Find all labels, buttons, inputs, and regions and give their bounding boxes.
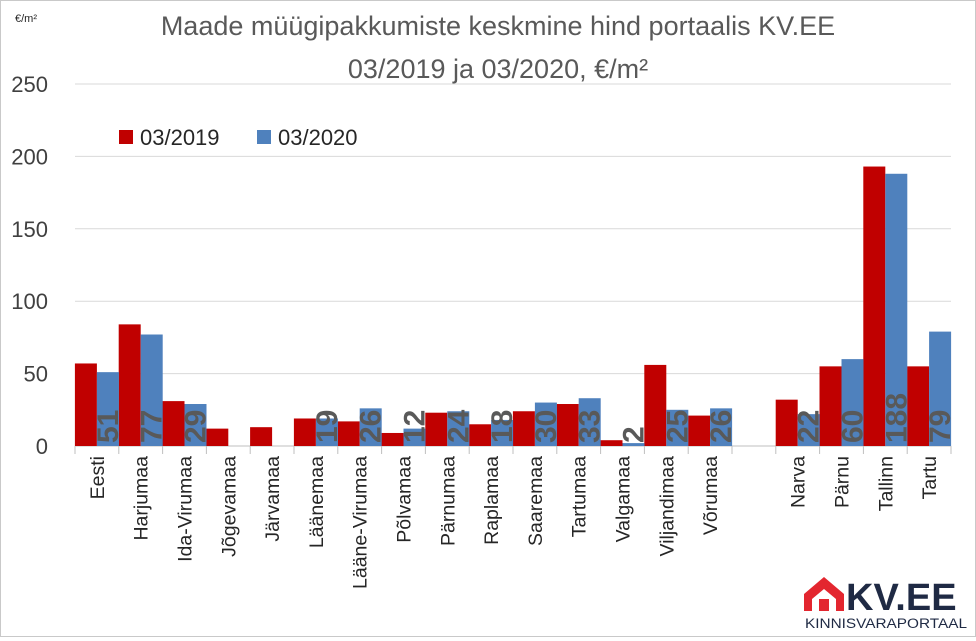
- data-label: 51: [92, 410, 125, 443]
- bar-03/2020: [710, 408, 733, 446]
- data-labels: 51 77 29 19 26 12 24 18 30 33 2 25 26 22 60 188 79: [92, 393, 957, 443]
- bar-03/2019: [293, 418, 316, 446]
- data-label: 33: [574, 410, 607, 443]
- data-label: 79: [924, 410, 957, 443]
- y-tick-label: 250: [11, 72, 48, 97]
- data-label: 12: [399, 410, 432, 443]
- bar-03/2020: [491, 419, 514, 446]
- bar-03/2019: [206, 428, 229, 446]
- bar-03/2019: [118, 324, 141, 446]
- x-category-label: Võrumaa: [700, 456, 722, 535]
- legend-swatch: [119, 130, 133, 144]
- bar-03/2019: [425, 412, 448, 446]
- x-category-label: Raplamaa: [481, 456, 503, 545]
- y-tick-label: 200: [11, 144, 48, 169]
- bar-03/2019: [162, 401, 185, 446]
- bar-03/2019: [863, 166, 886, 446]
- y-tick-label: 50: [24, 362, 48, 387]
- x-category-label: Lääne-Virumaa: [350, 456, 372, 589]
- legend-swatch: [257, 130, 271, 144]
- legend: 03/2019 03/2020: [119, 125, 358, 150]
- bar-03/2019: [381, 432, 404, 446]
- x-category-label: Narva: [788, 456, 810, 508]
- bar-03/2019: [250, 427, 273, 446]
- logo-brand: KV.EE: [846, 577, 957, 619]
- y-tick-label: 0: [36, 434, 48, 459]
- x-category-label: Läänemaa: [306, 456, 328, 548]
- x-axis: Eesti Harjumaa Ida-Virumaa Jõgevamaa Järvama…: [74, 446, 952, 589]
- bar-03/2019: [907, 366, 930, 446]
- x-category-label: Ida-Virumaa: [175, 456, 197, 562]
- bar-03/2019: [688, 415, 711, 446]
- bar-03/2019: [74, 363, 97, 446]
- bar-03/2020: [797, 414, 820, 446]
- data-label: 60: [837, 410, 870, 443]
- house-icon: [804, 577, 844, 611]
- logo-tagline: KINNISVARAPORTAAL: [805, 616, 968, 631]
- data-label: 2: [618, 426, 651, 443]
- bar-03/2019: [469, 424, 492, 446]
- kv-ee-logo[interactable]: KV.EE KINNISVARAPORTAAL: [804, 577, 968, 631]
- x-category-label: Järvamaa: [262, 456, 284, 542]
- bar-03/2020: [578, 398, 601, 446]
- data-label: 18: [486, 410, 519, 443]
- bar-03/2020: [841, 359, 864, 446]
- house-door-icon: [819, 599, 829, 611]
- bar-03/2019: [819, 366, 842, 446]
- x-category-label: Harjumaa: [131, 456, 153, 541]
- x-category-label: Tallinn: [875, 456, 897, 511]
- bar-03/2019: [644, 364, 667, 446]
- x-category-label: Saaremaa: [525, 456, 547, 546]
- x-category-label: Viljandimaa: [656, 456, 678, 557]
- x-category-label: Pärnumaa: [437, 456, 459, 546]
- chart-title-line-1: Maade müügipakkumiste keskmine hind port…: [161, 11, 835, 41]
- data-label: 25: [661, 410, 694, 443]
- legend-label: 03/2020: [278, 125, 358, 150]
- unit-label: €/m²: [15, 13, 37, 25]
- x-category-label: Põlvamaa: [394, 456, 416, 543]
- bars: [74, 166, 952, 446]
- bar-03/2020: [622, 443, 645, 446]
- y-tick-label: 150: [11, 217, 48, 242]
- bar-03/2020: [140, 334, 163, 446]
- bar-03/2020: [315, 418, 338, 446]
- y-axis: 0 50 100 150 200 250: [11, 72, 48, 459]
- bar-03/2020: [403, 428, 426, 446]
- bar-03/2019: [556, 404, 579, 446]
- bar-03/2019: [337, 421, 360, 446]
- data-label: 24: [442, 409, 475, 443]
- chart-title-line-2: 03/2019 ja 03/2020, €/m²: [348, 54, 648, 84]
- bar-03/2020: [929, 331, 952, 446]
- x-category-label: Jõgevamaa: [218, 456, 240, 557]
- data-label: 77: [136, 410, 169, 443]
- bar-03/2019: [775, 399, 798, 446]
- data-label: 30: [530, 410, 563, 443]
- bar-03/2020: [885, 173, 908, 446]
- x-category-label: Valgamaa: [613, 456, 635, 543]
- data-label: 26: [705, 410, 738, 443]
- bar-03/2019: [512, 411, 535, 446]
- bar-03/2020: [359, 408, 382, 446]
- bar-03/2020: [534, 402, 557, 446]
- data-label: 188: [880, 393, 913, 443]
- bar-03/2020: [96, 372, 119, 446]
- bar-03/2020: [184, 404, 207, 446]
- bar-03/2020: [447, 411, 470, 446]
- bar-03/2019: [600, 440, 623, 446]
- y-tick-label: 100: [11, 289, 48, 314]
- data-label: 19: [311, 410, 344, 443]
- x-category-label: Pärnu: [832, 456, 854, 508]
- data-label: 29: [180, 410, 213, 443]
- data-label: 26: [355, 410, 388, 443]
- x-category-label: Tartumaa: [569, 456, 591, 537]
- bar-03/2020: [666, 409, 689, 446]
- legend-label: 03/2019: [140, 125, 220, 150]
- x-category-label: Tartu: [919, 456, 941, 499]
- x-category-label: Eesti: [87, 456, 109, 499]
- data-label: 22: [793, 410, 826, 443]
